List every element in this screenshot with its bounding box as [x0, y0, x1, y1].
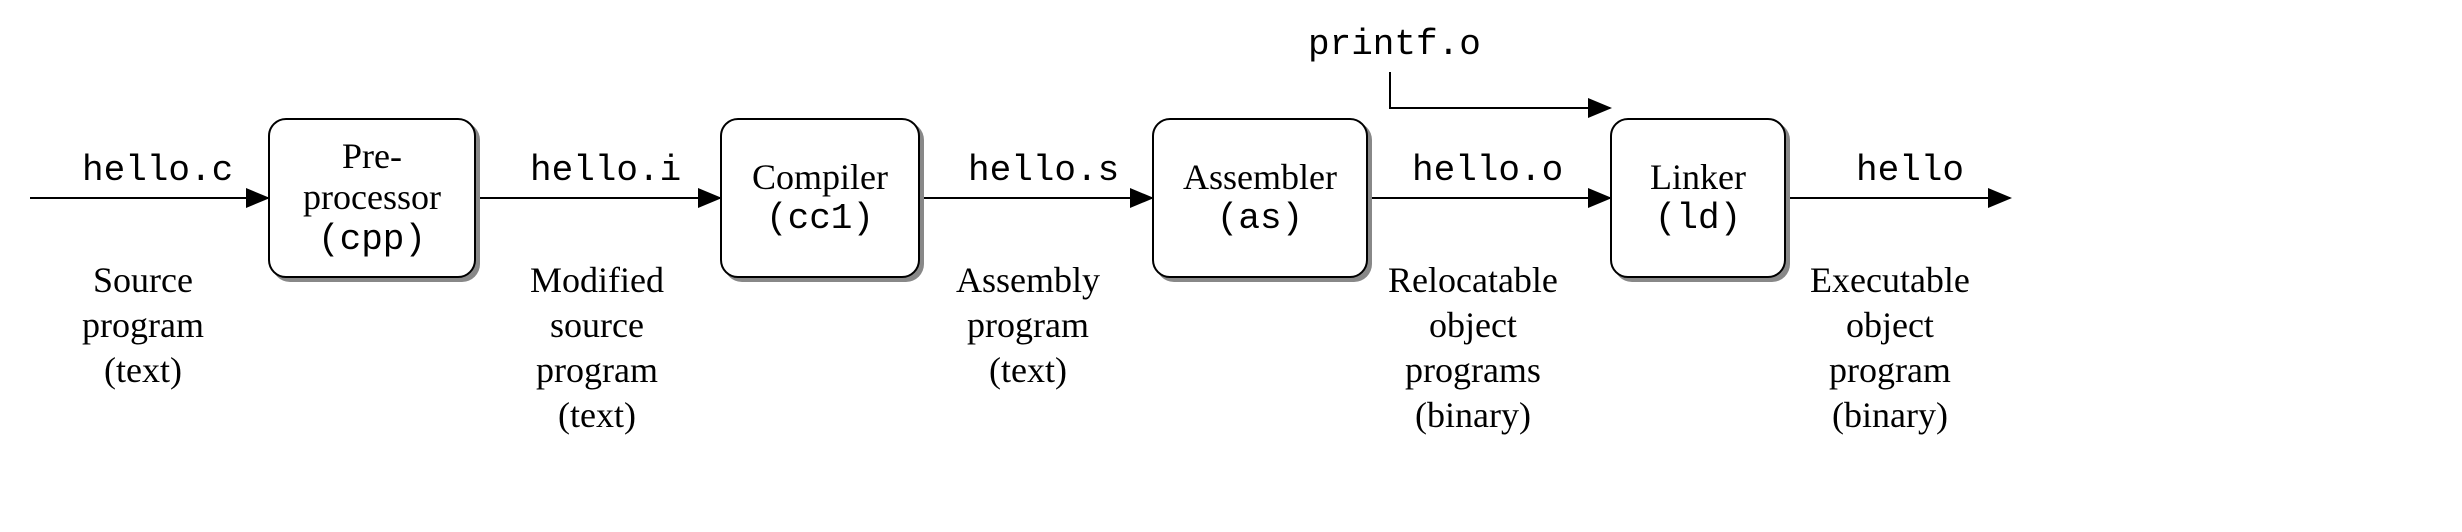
- side-input-label: printf.o: [1308, 24, 1481, 65]
- edge-description: Modifiedsourceprogram(text): [530, 258, 664, 438]
- edge-description-line: program: [956, 303, 1100, 348]
- edge-description-line: Source: [82, 258, 204, 303]
- node-title: Linker: [1650, 157, 1746, 198]
- edge-description-line: object: [1810, 303, 1970, 348]
- edge-description-line: Modified: [530, 258, 664, 303]
- node-ld: Linker(ld): [1610, 118, 1786, 278]
- edge-description: Relocatableobjectprograms(binary): [1388, 258, 1558, 438]
- edge-description-line: program: [530, 348, 664, 393]
- edge-description: Assemblyprogram(text): [956, 258, 1100, 393]
- node-title: Pre-: [342, 136, 402, 177]
- node-as: Assembler(as): [1152, 118, 1368, 278]
- node-subtitle: (cc1): [766, 198, 874, 239]
- edge-description-line: (text): [82, 348, 204, 393]
- edge-file-label: hello.c: [82, 150, 233, 191]
- edge-description-line: (text): [956, 348, 1100, 393]
- edge-description-line: object: [1388, 303, 1558, 348]
- edge-description-line: Executable: [1810, 258, 1970, 303]
- node-subtitle: (as): [1217, 198, 1303, 239]
- node-title: Compiler: [752, 157, 888, 198]
- edge-description-line: (binary): [1810, 393, 1970, 438]
- node-title-2: processor: [303, 177, 441, 218]
- node-cpp: Pre-processor(cpp): [268, 118, 476, 278]
- edge-description-line: program: [82, 303, 204, 348]
- node-subtitle: (ld): [1655, 198, 1741, 239]
- edge-description-line: (binary): [1388, 393, 1558, 438]
- edge-description-line: (text): [530, 393, 664, 438]
- node-title: Assembler: [1183, 157, 1337, 198]
- node-subtitle: (cpp): [318, 219, 426, 260]
- edge-file-label: hello.o: [1412, 150, 1563, 191]
- edge-file-label: hello.s: [968, 150, 1119, 191]
- edge-description-line: source: [530, 303, 664, 348]
- edge-file-label: hello.i: [530, 150, 681, 191]
- edge-description: Sourceprogram(text): [82, 258, 204, 393]
- edge-description-line: program: [1810, 348, 1970, 393]
- edge-description: Executableobjectprogram(binary): [1810, 258, 1970, 438]
- edge-file-label: hello: [1856, 150, 1964, 191]
- edge-description-line: Relocatable: [1388, 258, 1558, 303]
- edge-description-line: programs: [1388, 348, 1558, 393]
- node-cc1: Compiler(cc1): [720, 118, 920, 278]
- edge-description-line: Assembly: [956, 258, 1100, 303]
